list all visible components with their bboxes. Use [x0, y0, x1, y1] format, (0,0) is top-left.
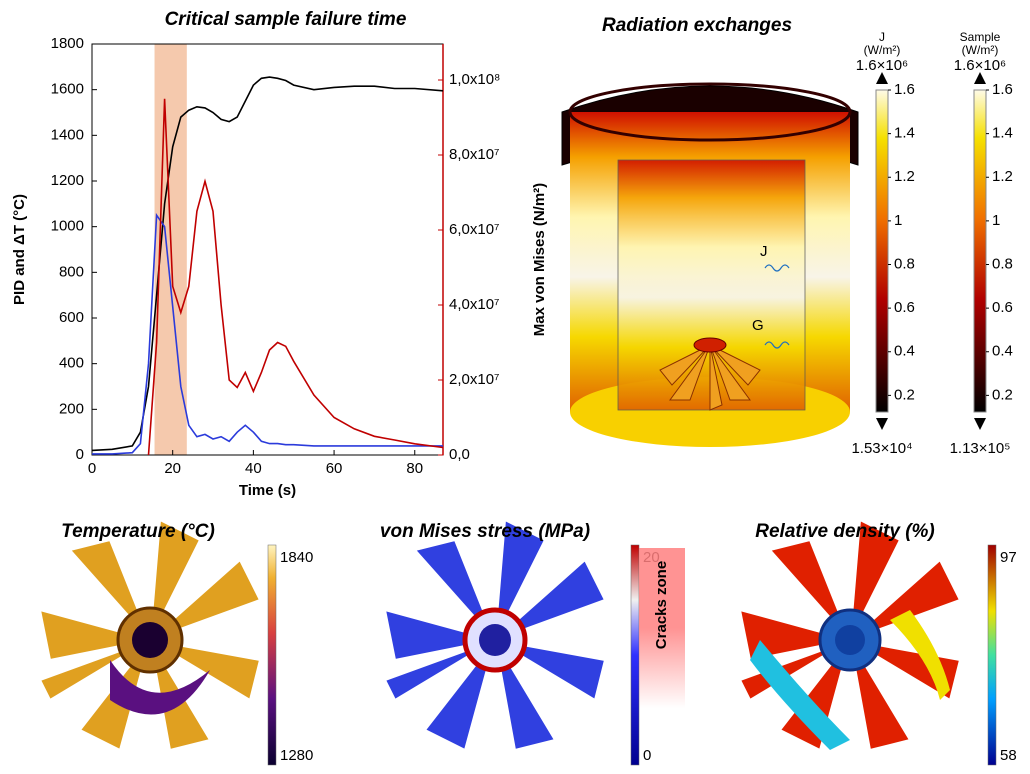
panel-title: von Mises stress (MPa) [380, 521, 590, 542]
arrow-down [974, 418, 986, 430]
y2-tick-label: 8,0x10⁷ [449, 146, 499, 163]
y-tick-label: 0 [76, 446, 84, 463]
temperature-impeller [40, 520, 260, 750]
colorbar-tick-label: 1 [894, 212, 902, 229]
colorbar-unit: (W/m²) [962, 43, 999, 57]
arrow-down [876, 418, 888, 430]
y-tick-label: 200 [59, 400, 84, 417]
x-tick-label: 0 [88, 460, 96, 477]
colorbar-tick-label: 0.2 [992, 386, 1013, 403]
colorbar-unit: (W/m²) [864, 43, 901, 57]
y-tick-label: 800 [59, 263, 84, 280]
g-label: G [752, 317, 764, 334]
colorbar-tick-label: 1.4 [992, 125, 1013, 142]
colorbar-tick-label: 0.2 [894, 386, 915, 403]
colorbar [876, 90, 888, 412]
colorbar-min: 1280 [280, 747, 313, 764]
colorbar-min: 58 [1000, 747, 1017, 764]
colorbar-tick-label: 0.8 [894, 255, 915, 272]
density-impeller [740, 520, 960, 750]
data-line [149, 99, 444, 455]
colorbar [974, 90, 986, 412]
panel-title: Temperature (°C) [61, 521, 215, 542]
y2-tick-label: 1,0x10⁸ [449, 71, 500, 88]
radiation-cylinder [562, 84, 858, 447]
colorbar-max: 1.6×10⁶ [954, 57, 1006, 74]
colorbar-min: 1.13×10⁵ [950, 440, 1011, 457]
cracks-zone-label: Cracks zone [653, 561, 670, 649]
colorbar-tick-label: 1.4 [894, 125, 915, 142]
x-tick-label: 80 [406, 460, 423, 477]
colorbar-tick-label: 1.2 [992, 168, 1013, 185]
y-axis-label: PID and ΔT (°C) [11, 194, 28, 305]
plot-frame [92, 44, 443, 455]
colorbar-max: 97 [1000, 549, 1017, 566]
y-tick-label: 1600 [51, 81, 84, 98]
x-tick-label: 60 [326, 460, 343, 477]
stress-impeller [385, 520, 605, 750]
y-tick-label: 400 [59, 355, 84, 372]
y2-tick-label: 4,0x10⁷ [449, 296, 499, 313]
data-line [92, 215, 443, 454]
y-tick-label: 1000 [51, 218, 84, 235]
y-tick-label: 600 [59, 309, 84, 326]
colorbar [631, 545, 639, 765]
colorbar-tick-label: 0.4 [894, 343, 915, 360]
colorbar-min: 0 [643, 747, 651, 764]
chart-title: Critical sample failure time [165, 9, 407, 30]
x-tick-label: 20 [164, 460, 181, 477]
colorbar-max: 1.6×10⁶ [856, 57, 908, 74]
colorbar [268, 545, 276, 765]
panel-title: Relative density (%) [755, 521, 935, 542]
colorbar-tick-label: 0.8 [992, 255, 1013, 272]
figure: 0200400600800100012001400160018000,02,0x… [0, 0, 1030, 774]
colorbar-min: 1.53×10⁴ [851, 440, 912, 457]
colorbar-tick-label: 0.6 [992, 299, 1013, 316]
colorbar-name: Sample [960, 30, 1001, 44]
y-tick-label: 1400 [51, 126, 84, 143]
y2-axis-label: Max von Mises (N/m²) [531, 183, 548, 336]
colorbar-tick-label: 1 [992, 212, 1000, 229]
y2-tick-label: 0,0 [449, 446, 470, 463]
x-axis-label: Time (s) [239, 482, 296, 499]
colorbar-name: J [879, 30, 885, 44]
colorbar-tick-label: 1.2 [894, 168, 915, 185]
y-tick-label: 1200 [51, 172, 84, 189]
colorbar-tick-label: 1.6 [992, 81, 1013, 98]
colorbar-tick-label: 0.6 [894, 299, 915, 316]
colorbar-tick-label: 0.4 [992, 343, 1013, 360]
colorbar [988, 545, 996, 765]
x-tick-label: 40 [245, 460, 262, 477]
colorbar-tick-label: 1.6 [894, 81, 915, 98]
j-label: J [760, 243, 768, 260]
colorbar-max: 1840 [280, 549, 313, 566]
y2-tick-label: 2,0x10⁷ [449, 371, 499, 388]
panel-title: Radiation exchanges [602, 15, 792, 36]
y2-tick-label: 6,0x10⁷ [449, 221, 499, 238]
y-tick-label: 1800 [51, 35, 84, 52]
